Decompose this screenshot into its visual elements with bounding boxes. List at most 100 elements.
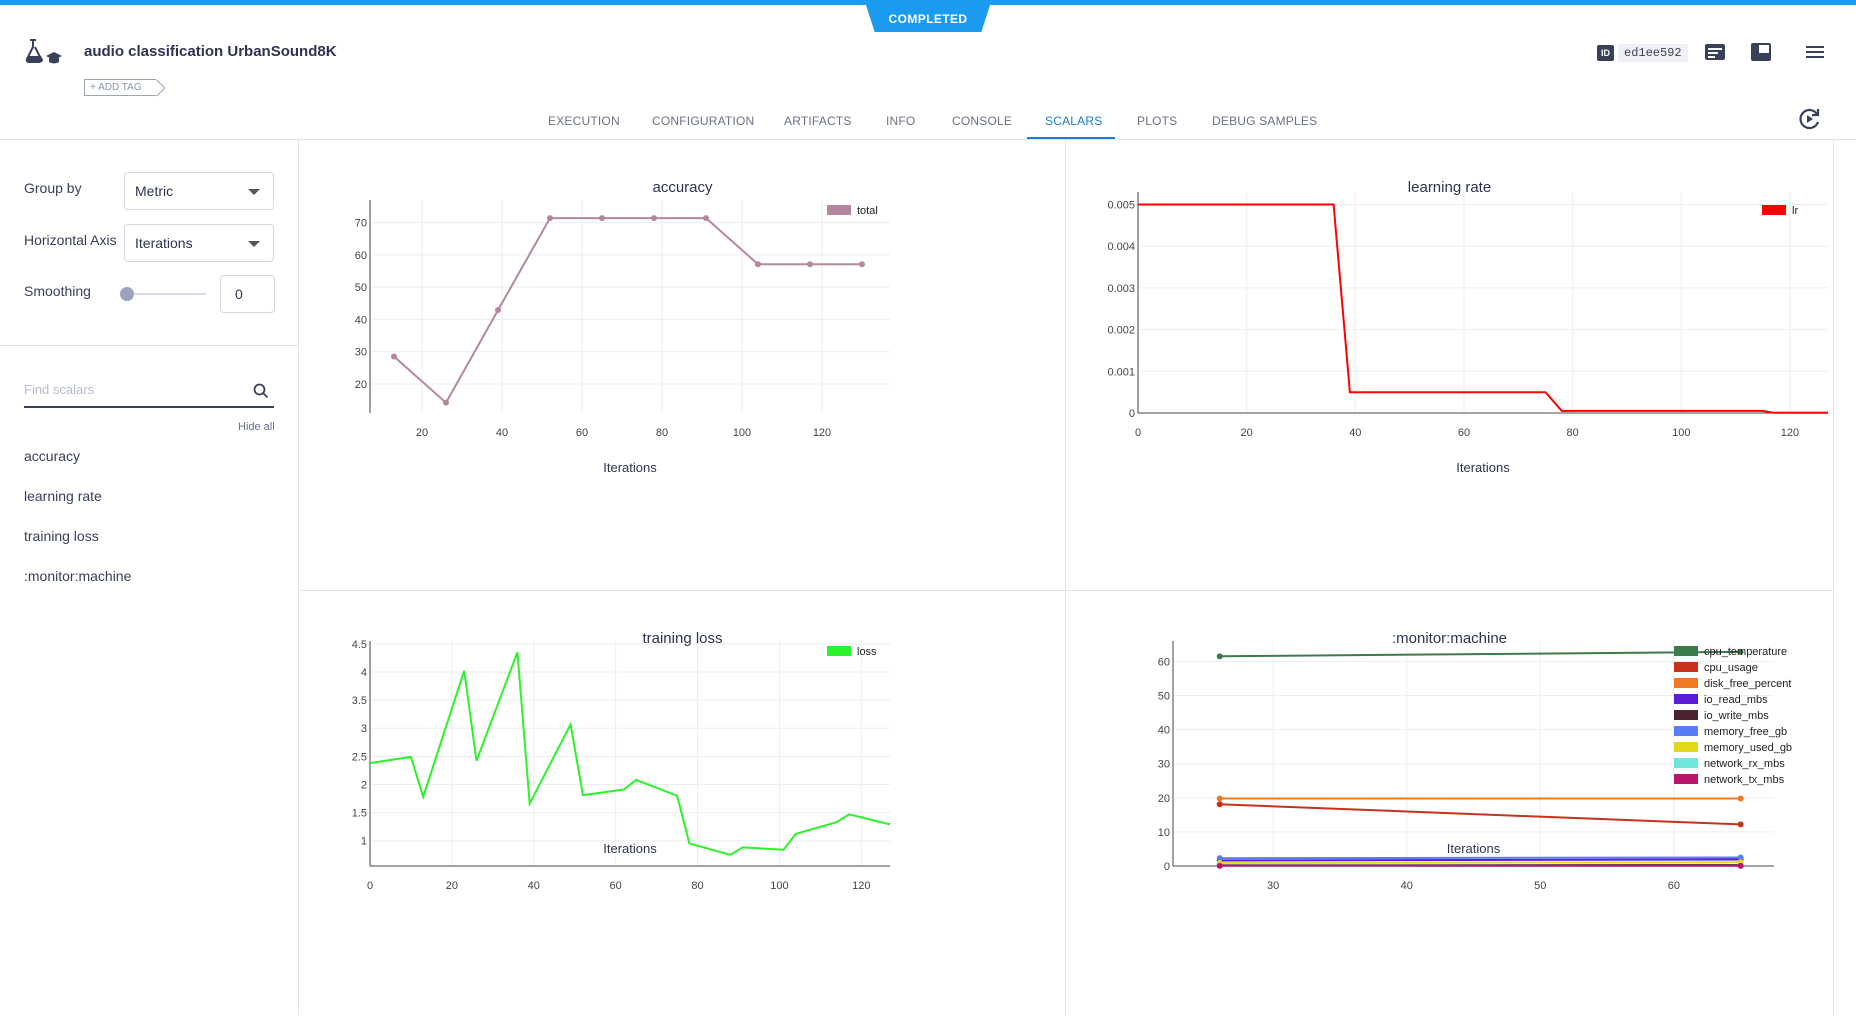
series-line-cpu-temperature bbox=[1220, 652, 1741, 656]
x-tick-label: 40 bbox=[496, 427, 508, 439]
tab-artifacts[interactable]: ARTIFACTS bbox=[784, 114, 852, 128]
tab-bar: EXECUTION CONFIGURATION ARTIFACTS INFO C… bbox=[0, 104, 1856, 140]
legend-label: total bbox=[857, 205, 878, 217]
chevron-down-icon bbox=[248, 241, 260, 247]
status-badge: COMPLETED bbox=[866, 5, 990, 32]
x-tick-label: 60 bbox=[1458, 427, 1470, 439]
tab-console[interactable]: CONSOLE bbox=[952, 114, 1012, 128]
data-point bbox=[391, 354, 397, 360]
task-id[interactable]: ID ed1ee592 bbox=[1597, 44, 1688, 62]
metric-link-accuracy[interactable]: accuracy bbox=[24, 448, 80, 464]
x-axis-title: Iterations bbox=[603, 841, 657, 856]
series-line-memory-used-gb bbox=[1220, 862, 1741, 863]
y-tick-label: 0 bbox=[1164, 861, 1170, 873]
legend-swatch bbox=[827, 205, 851, 215]
search-icon[interactable] bbox=[252, 382, 270, 400]
legend-label: memory_used_gb bbox=[1704, 742, 1792, 754]
legend-label: lr bbox=[1792, 205, 1798, 217]
x-tick-label: 80 bbox=[691, 880, 703, 892]
x-tick-label: 50 bbox=[1534, 880, 1546, 892]
x-tick-label: 0 bbox=[1135, 427, 1141, 439]
data-point bbox=[1217, 796, 1223, 802]
legend-label: disk_free_percent bbox=[1704, 678, 1791, 690]
metric-link-training-loss[interactable]: training loss bbox=[24, 528, 99, 544]
menu-icon[interactable] bbox=[1804, 42, 1826, 62]
id-value[interactable]: ed1ee592 bbox=[1618, 44, 1688, 62]
y-tick-label: 0.005 bbox=[1107, 200, 1135, 212]
tab-plots[interactable]: PLOTS bbox=[1137, 114, 1177, 128]
refresh-icon[interactable] bbox=[1797, 106, 1823, 132]
legend-swatch bbox=[1762, 205, 1786, 215]
legend-swatch bbox=[1674, 678, 1698, 688]
series-line-loss bbox=[370, 652, 890, 855]
hide-all-button[interactable]: Hide all bbox=[238, 421, 275, 433]
y-tick-label: 60 bbox=[1158, 656, 1170, 668]
panel-divider-right bbox=[1833, 140, 1834, 1015]
group-by-value: Metric bbox=[135, 183, 173, 199]
horizontal-axis-select[interactable]: Iterations bbox=[124, 224, 274, 262]
y-tick-label: 1.5 bbox=[352, 808, 367, 820]
chart-title: learning rate bbox=[1066, 179, 1833, 196]
add-tag-button[interactable]: + ADD TAG bbox=[84, 79, 156, 96]
y-tick-label: 2.5 bbox=[352, 751, 367, 763]
smoothing-slider-thumb[interactable] bbox=[120, 287, 134, 301]
legend-swatch bbox=[1674, 726, 1698, 736]
y-tick-label: 70 bbox=[355, 218, 367, 230]
metric-link-learning-rate[interactable]: learning rate bbox=[24, 488, 102, 504]
chart-title: :monitor:machine bbox=[1066, 630, 1833, 647]
data-point bbox=[599, 215, 605, 221]
legend-swatch bbox=[1674, 774, 1698, 784]
series-line-memory-free-gb bbox=[1220, 858, 1741, 859]
legend-label: network_rx_mbs bbox=[1704, 758, 1785, 770]
smoothing-label: Smoothing bbox=[24, 283, 91, 299]
legend-swatch bbox=[1674, 710, 1698, 720]
layout-icon[interactable] bbox=[1750, 42, 1772, 62]
x-tick-label: 20 bbox=[416, 427, 428, 439]
chart-title: accuracy bbox=[300, 179, 1065, 196]
y-tick-label: 0.002 bbox=[1107, 325, 1135, 337]
smoothing-slider-track[interactable] bbox=[126, 293, 206, 295]
y-tick-label: 3.5 bbox=[352, 695, 367, 707]
details-icon[interactable] bbox=[1704, 42, 1726, 62]
data-point bbox=[1217, 653, 1223, 659]
series-line-lr bbox=[1138, 205, 1828, 413]
y-tick-label: 30 bbox=[355, 347, 367, 359]
x-tick-label: 100 bbox=[1672, 427, 1690, 439]
y-tick-label: 10 bbox=[1158, 827, 1170, 839]
tab-execution[interactable]: EXECUTION bbox=[548, 114, 620, 128]
data-point bbox=[755, 261, 761, 267]
group-by-select[interactable]: Metric bbox=[124, 172, 274, 210]
data-point bbox=[1217, 801, 1223, 807]
tab-debug-samples[interactable]: DEBUG SAMPLES bbox=[1212, 114, 1317, 128]
legend-label: cpu_usage bbox=[1704, 662, 1758, 674]
x-tick-label: 100 bbox=[770, 880, 788, 892]
search-input[interactable]: Find scalars bbox=[24, 380, 274, 408]
y-tick-label: 4 bbox=[361, 667, 367, 679]
metric-link-monitor-machine[interactable]: :monitor:machine bbox=[24, 568, 131, 584]
data-point bbox=[807, 261, 813, 267]
x-axis-title: Iterations bbox=[1456, 460, 1510, 475]
sidebar: Group by Metric Horizontal Axis Iteratio… bbox=[0, 140, 299, 1015]
data-point bbox=[547, 215, 553, 221]
tab-info[interactable]: INFO bbox=[886, 114, 915, 128]
y-tick-label: 3 bbox=[361, 723, 367, 735]
tab-scalars[interactable]: SCALARS bbox=[1045, 114, 1102, 128]
legend-label: io_read_mbs bbox=[1704, 694, 1768, 706]
x-tick-label: 20 bbox=[1241, 427, 1253, 439]
legend-swatch bbox=[827, 646, 851, 656]
y-tick-label: 20 bbox=[1158, 793, 1170, 805]
smoothing-input[interactable]: 0 bbox=[220, 275, 275, 313]
x-tick-label: 40 bbox=[1401, 880, 1413, 892]
legend-label: io_write_mbs bbox=[1704, 710, 1769, 722]
id-label: ID bbox=[1597, 45, 1614, 61]
data-point bbox=[1738, 796, 1744, 802]
x-tick-label: 60 bbox=[576, 427, 588, 439]
tab-configuration[interactable]: CONFIGURATION bbox=[652, 114, 754, 128]
x-tick-label: 80 bbox=[1567, 427, 1579, 439]
data-point bbox=[651, 215, 657, 221]
